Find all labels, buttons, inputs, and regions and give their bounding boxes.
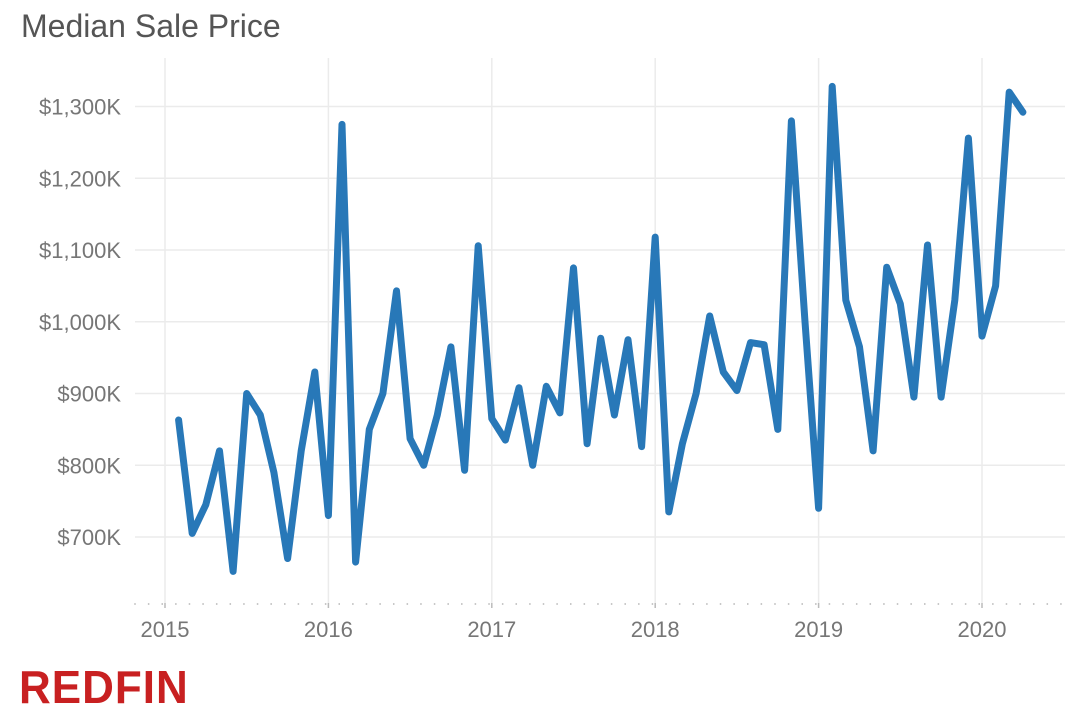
data-point[interactable] <box>543 383 549 389</box>
data-point[interactable] <box>979 333 985 339</box>
data-point[interactable] <box>1020 109 1026 115</box>
data-point[interactable] <box>679 441 685 447</box>
data-point[interactable] <box>353 559 359 565</box>
axis-layer: $700K $800K $900K $1,000K $1,100K $1,200K $1,3… <box>39 95 1062 642</box>
data-point[interactable] <box>666 509 672 515</box>
data-point[interactable] <box>530 462 536 468</box>
x-tick-label: 2015 <box>141 617 190 642</box>
data-point[interactable] <box>857 344 863 350</box>
grid-layer <box>135 58 1065 603</box>
data-point[interactable] <box>203 502 209 508</box>
data-point[interactable] <box>598 335 604 341</box>
data-point[interactable] <box>816 505 822 511</box>
data-point[interactable] <box>584 441 590 447</box>
data-point[interactable] <box>475 243 481 249</box>
data-point[interactable] <box>462 467 468 473</box>
data-point[interactable] <box>230 568 236 574</box>
data-point[interactable] <box>611 412 617 418</box>
data-point[interactable] <box>843 297 849 303</box>
data-point[interactable] <box>339 121 345 127</box>
data-point[interactable] <box>176 417 182 423</box>
data-point[interactable] <box>557 410 563 416</box>
data-point[interactable] <box>394 288 400 294</box>
y-tick-label: $1,300K <box>39 95 121 120</box>
y-tick-label: $900K <box>57 382 121 407</box>
data-point[interactable] <box>189 530 195 536</box>
y-tick-label: $1,200K <box>39 166 121 191</box>
data-point[interactable] <box>938 394 944 400</box>
y-tick-label: $1,000K <box>39 310 121 335</box>
y-tick-label: $700K <box>57 525 121 550</box>
x-tick-label: 2017 <box>467 617 516 642</box>
data-point[interactable] <box>829 83 835 89</box>
data-point[interactable] <box>271 469 277 475</box>
data-point[interactable] <box>993 283 999 289</box>
data-point[interactable] <box>639 444 645 450</box>
x-tick-label: 2020 <box>958 617 1007 642</box>
x-tick-label: 2016 <box>304 617 353 642</box>
data-point[interactable] <box>407 436 413 442</box>
data-point[interactable] <box>434 412 440 418</box>
data-point[interactable] <box>870 448 876 454</box>
data-point[interactable] <box>217 448 223 454</box>
y-tick-label: $800K <box>57 453 121 478</box>
data-point[interactable] <box>802 319 808 325</box>
data-point[interactable] <box>285 556 291 562</box>
data-point[interactable] <box>516 385 522 391</box>
data-point[interactable] <box>325 513 331 519</box>
data-point[interactable] <box>761 342 767 348</box>
data-point[interactable] <box>1006 89 1012 95</box>
data-point[interactable] <box>952 297 958 303</box>
data-point[interactable] <box>925 242 931 248</box>
data-point[interactable] <box>748 340 754 346</box>
data-point[interactable] <box>244 391 250 397</box>
data-point[interactable] <box>652 234 658 240</box>
data-point[interactable] <box>257 412 263 418</box>
data-point[interactable] <box>625 337 631 343</box>
data-point[interactable] <box>489 416 495 422</box>
data-point[interactable] <box>911 394 917 400</box>
data-point[interactable] <box>788 118 794 124</box>
y-tick-label: $1,100K <box>39 238 121 263</box>
data-point[interactable] <box>693 391 699 397</box>
data-point[interactable] <box>775 426 781 432</box>
series-line <box>175 82 1027 575</box>
data-point[interactable] <box>965 135 971 141</box>
data-point[interactable] <box>720 369 726 375</box>
x-tick-label: 2018 <box>631 617 680 642</box>
data-point[interactable] <box>502 437 508 443</box>
data-point[interactable] <box>421 462 427 468</box>
data-point[interactable] <box>380 391 386 397</box>
data-point[interactable] <box>298 448 304 454</box>
data-point[interactable] <box>448 344 454 350</box>
data-point[interactable] <box>734 388 740 394</box>
x-tick-label: 2019 <box>794 617 843 642</box>
data-point[interactable] <box>312 369 318 375</box>
data-point[interactable] <box>884 264 890 270</box>
data-point[interactable] <box>897 301 903 307</box>
data-point[interactable] <box>366 426 372 432</box>
line-chart: $700K $800K $900K $1,000K $1,100K $1,200K $1,3… <box>39 58 1065 642</box>
data-point[interactable] <box>571 265 577 271</box>
data-point[interactable] <box>707 313 713 319</box>
chart-title: Median Sale Price <box>21 8 281 44</box>
series-layer <box>175 82 1027 575</box>
redfin-logo: REDFIN <box>19 662 189 714</box>
